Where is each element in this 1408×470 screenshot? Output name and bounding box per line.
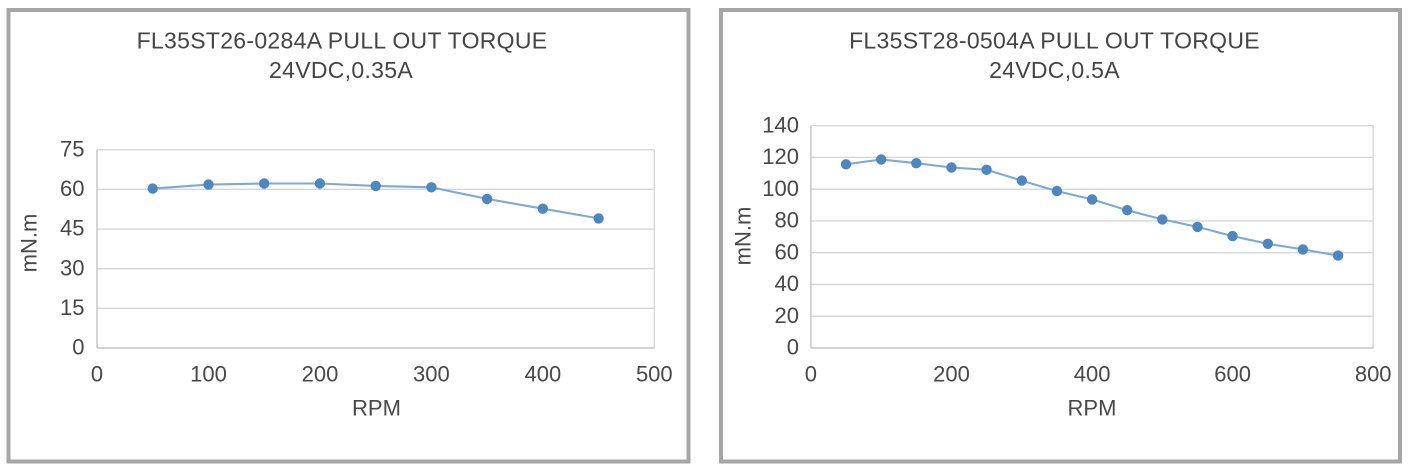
svg-text:0: 0	[72, 335, 84, 360]
svg-text:mN.m: mN.m	[17, 214, 42, 273]
svg-text:100: 100	[762, 176, 799, 201]
svg-text:45: 45	[60, 216, 84, 241]
svg-text:75: 75	[60, 136, 84, 161]
svg-text:40: 40	[775, 271, 799, 296]
svg-text:mN.m: mN.m	[731, 207, 756, 266]
svg-text:800: 800	[1355, 361, 1392, 386]
svg-text:24VDC,0.5A: 24VDC,0.5A	[989, 57, 1120, 83]
svg-text:20: 20	[775, 303, 799, 328]
svg-text:RPM: RPM	[1068, 395, 1117, 420]
svg-text:FL35ST26-0284A PULL OUT TORQUE: FL35ST26-0284A PULL OUT TORQUE	[137, 27, 548, 53]
svg-text:60: 60	[775, 239, 799, 264]
svg-text:24VDC,0.35A: 24VDC,0.35A	[269, 57, 413, 83]
svg-text:400: 400	[1074, 361, 1111, 386]
svg-text:100: 100	[190, 361, 227, 386]
svg-text:RPM: RPM	[352, 395, 401, 420]
svg-text:300: 300	[413, 361, 450, 386]
svg-text:500: 500	[636, 361, 673, 386]
svg-text:FL35ST28-0504A PULL OUT TORQUE: FL35ST28-0504A PULL OUT TORQUE	[849, 27, 1260, 53]
svg-text:200: 200	[302, 361, 339, 386]
svg-text:80: 80	[775, 208, 799, 233]
svg-text:30: 30	[60, 255, 84, 280]
svg-text:0: 0	[787, 335, 799, 360]
svg-text:140: 140	[762, 112, 799, 137]
svg-text:200: 200	[933, 361, 970, 386]
svg-text:15: 15	[60, 295, 84, 320]
svg-text:0: 0	[91, 361, 103, 386]
svg-text:600: 600	[1214, 361, 1251, 386]
svg-text:60: 60	[60, 176, 84, 201]
svg-text:120: 120	[762, 144, 799, 169]
svg-text:400: 400	[525, 361, 562, 386]
svg-text:0: 0	[805, 361, 817, 386]
